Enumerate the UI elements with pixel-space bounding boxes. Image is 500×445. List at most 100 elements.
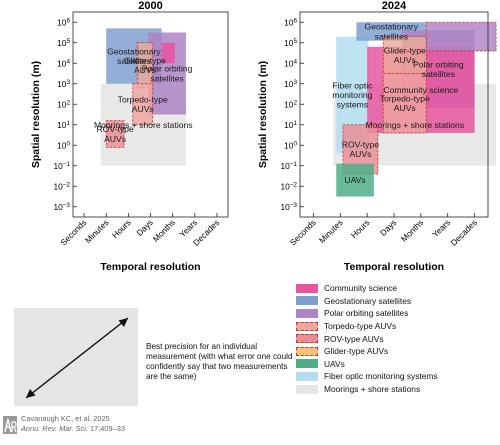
credit-citation: 17:409–33 xyxy=(87,424,125,433)
credit: Cavanaugh KC, et al. 2025 Annu. Rev. Mar… xyxy=(21,414,125,434)
x-tick-label: Minutes xyxy=(83,217,111,245)
y-tick-exponent: 2 xyxy=(293,99,297,106)
y-tick-exponent: 1 xyxy=(293,120,297,127)
x-tick-label: Years xyxy=(430,217,452,239)
y-tick-label: 10 xyxy=(57,38,67,48)
legend-item-moorings-shore-stations: Moorings + shore stations xyxy=(296,383,496,396)
region-label-polar-orbiting-satellites: Polar orbiting satellites xyxy=(413,60,464,80)
y-tick-label: 10 xyxy=(284,17,294,27)
region-glider-type-auvs xyxy=(382,36,427,74)
panel-2024: 2024 Moorings + shore stations Fiber optic… xyxy=(257,0,497,273)
legend-label: Fiber optic monitoring systems xyxy=(324,371,438,382)
legend: Community science Geostationary satellite… xyxy=(296,282,496,395)
y-tick-exponent: 4 xyxy=(293,58,297,65)
y-tick-exponent: −1 xyxy=(290,161,298,168)
x-tick-label: Days xyxy=(378,217,399,238)
legend-label: ROV-type AUVs xyxy=(324,333,384,344)
x-axis-label: Temporal resolution xyxy=(344,261,444,273)
region-label-rov-type-auvs: ROV-type AUVs xyxy=(96,124,133,144)
legend-label: Torpedo-type AUVs xyxy=(324,321,397,332)
y-tick-label: 10 xyxy=(284,120,294,130)
region-torpedo-type-auvs xyxy=(132,83,154,126)
y-tick-label: 10 xyxy=(57,58,67,68)
credit-authors: Cavanaugh KC, et al. 2025 xyxy=(21,414,110,423)
y-tick-label: 10 xyxy=(280,161,290,171)
y-tick-exponent: 3 xyxy=(66,79,70,86)
y-axis-label: Spatial resolution (m) xyxy=(30,61,42,168)
region-label-moorings-shore-stations: Moorings + shore stations xyxy=(365,120,464,130)
y-tick-exponent: 4 xyxy=(66,58,70,65)
y-tick-exponent: −2 xyxy=(290,181,298,188)
x-tick-label: Decades xyxy=(449,217,479,247)
legend-swatch xyxy=(296,283,318,293)
legend-label: Moorings + shore stations xyxy=(324,384,421,395)
legend-label: UAVs xyxy=(324,358,345,369)
y-tick-label: 10 xyxy=(57,17,67,27)
legend-item-uavs: UAVs xyxy=(296,358,496,371)
x-tick-label: Hours xyxy=(110,217,133,240)
y-tick-exponent: −3 xyxy=(290,202,298,209)
legend-swatch xyxy=(296,359,318,369)
region-label-fiber-optic-monitoring-systems: Fiber optic monitoring systems xyxy=(332,80,373,109)
region-label-rov-type-auvs: ROV-type AUVs xyxy=(342,140,379,160)
region-rov-type-auvs xyxy=(105,120,125,148)
region-label-geostationary-satellites: Geostationary satellites xyxy=(107,46,161,66)
region-polar-orbiting-satellites xyxy=(425,21,497,52)
y-tick-label: 10 xyxy=(57,120,67,130)
region-uavs xyxy=(336,163,374,197)
x-tick-label: Seconds xyxy=(58,217,88,247)
y-tick-label: 10 xyxy=(284,38,294,48)
region-community-science xyxy=(161,42,175,64)
panel-2000: 2000 Moorings + shore stations Geostationa… xyxy=(30,0,229,273)
y-tick-exponent: 2 xyxy=(66,99,70,106)
precision-note: Best precision for an individual measure… xyxy=(146,342,293,381)
region-label-uavs: UAVs xyxy=(344,175,365,185)
region-label-glider-type-auvs: Glider-type AUVs xyxy=(384,45,426,65)
legend-item-glider-type-auvs: Glider-type AUVs xyxy=(296,345,496,358)
y-tick-exponent: 5 xyxy=(293,38,297,45)
legend-swatch xyxy=(296,308,318,318)
legend-label: Glider-type AUVs xyxy=(324,346,389,357)
y-tick-exponent: −2 xyxy=(63,181,71,188)
y-tick-exponent: −1 xyxy=(63,161,71,168)
y-axis-label: Spatial resolution (m) xyxy=(257,61,269,168)
precision-arrow-line xyxy=(25,317,129,399)
y-tick-exponent: 3 xyxy=(293,79,297,86)
legend-swatch xyxy=(296,321,318,331)
arrowhead-icon xyxy=(118,318,128,327)
y-tick-exponent: 6 xyxy=(66,17,70,24)
legend-label: Geostationary satellites xyxy=(324,295,412,306)
legend-swatch xyxy=(296,296,318,306)
legend-item-rov-type-auvs: ROV-type AUVs xyxy=(296,332,496,345)
precision-box xyxy=(14,308,138,406)
region-label-torpedo-type-auvs: Torpedo-type AUVs xyxy=(118,94,168,114)
y-tick-exponent: −3 xyxy=(63,202,71,209)
y-tick-label: 10 xyxy=(57,140,67,150)
region-label-community-science: Community science xyxy=(383,85,458,95)
legend-item-geostationary-satellites: Geostationary satellites xyxy=(296,295,496,308)
x-tick-label: Seconds xyxy=(288,217,318,247)
region-label-torpedo-type-auvs: Torpedo-type AUVs xyxy=(380,93,430,113)
x-tick-label: Hours xyxy=(349,217,372,240)
y-tick-label: 10 xyxy=(284,58,294,68)
legend-item-community-science: Community science xyxy=(296,282,496,295)
legend-item-torpedo-type-auvs: Torpedo-type AUVs xyxy=(296,320,496,333)
precision-example xyxy=(14,308,138,406)
legend-swatch xyxy=(296,346,318,356)
y-tick-label: 10 xyxy=(280,181,290,191)
panel-title: 2024 xyxy=(382,0,407,12)
x-tick-label: Months xyxy=(399,217,425,243)
y-tick-exponent: 5 xyxy=(66,38,70,45)
legend-item-polar-orbiting-satellites: Polar orbiting satellites xyxy=(296,307,496,320)
y-tick-exponent: 0 xyxy=(66,140,70,147)
y-tick-label: 10 xyxy=(284,140,294,150)
x-tick-label: Minutes xyxy=(317,217,345,245)
legend-swatch xyxy=(296,371,318,381)
annual-reviews-logo xyxy=(3,416,17,434)
credit-journal: Annu. Rev. Mar. Sci. xyxy=(21,424,88,433)
y-tick-label: 10 xyxy=(284,99,294,109)
y-tick-exponent: 0 xyxy=(293,140,297,147)
region-label-geostationary-satellites: Geostationary satellites xyxy=(365,22,419,42)
arrowhead-icon xyxy=(26,389,36,398)
